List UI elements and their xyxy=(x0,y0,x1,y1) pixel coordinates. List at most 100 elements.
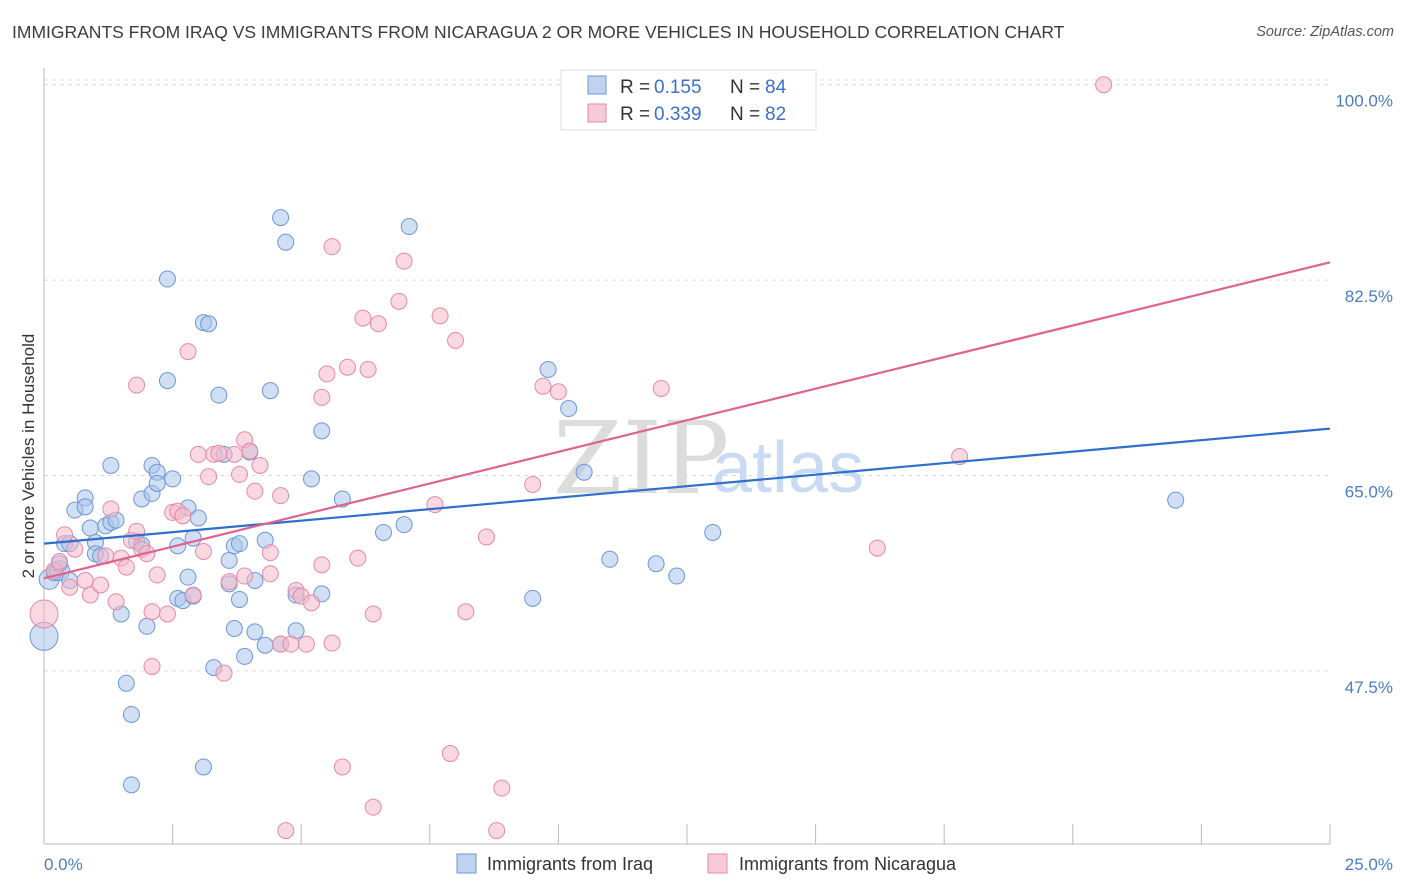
point-nicaragua-62 xyxy=(364,605,382,623)
point-nicaragua-29 xyxy=(194,542,212,560)
point-iraq-77 xyxy=(601,550,619,568)
point-nicaragua-34 xyxy=(220,573,238,591)
legend-swatch-nicaragua xyxy=(587,103,607,123)
point-iraq-46 xyxy=(210,386,228,404)
point-nicaragua-71 xyxy=(457,603,475,621)
point-nicaragua-36 xyxy=(230,465,248,483)
point-nicaragua-78 xyxy=(652,379,670,397)
point-iraq-66 xyxy=(302,470,320,488)
legend-r-label-nicaragua: R = xyxy=(620,104,650,125)
point-nicaragua-22 xyxy=(158,605,176,623)
point-iraq-81 xyxy=(1167,491,1185,509)
bottom-legend-swatch-iraq xyxy=(456,853,477,874)
point-iraq-74 xyxy=(539,360,557,378)
point-nicaragua-30 xyxy=(200,468,218,486)
point-iraq-73 xyxy=(524,589,542,607)
x-tick-label-1: 25.0% xyxy=(1345,855,1393,874)
point-iraq-32 xyxy=(158,270,176,288)
point-iraq-20 xyxy=(117,674,135,692)
point-iraq-60 xyxy=(261,382,279,400)
point-nicaragua-70 xyxy=(447,331,465,349)
point-iraq-79 xyxy=(668,567,686,585)
y-tick-label-3: 100.0% xyxy=(1335,92,1393,111)
point-iraq-54 xyxy=(236,647,254,665)
point-iraq-78 xyxy=(647,555,665,573)
bottom-legend-swatch-nicaragua xyxy=(707,853,728,874)
point-nicaragua-41 xyxy=(251,456,269,474)
y-tick-label-0: 47.5% xyxy=(1345,678,1393,697)
y-tick-labels: 47.5% 65.0% 82.5% 100.0% xyxy=(1335,92,1393,697)
point-nicaragua-55 xyxy=(323,634,341,652)
point-nicaragua-60 xyxy=(354,309,372,327)
point-iraq-26 xyxy=(138,617,156,635)
point-iraq-38 xyxy=(179,568,197,586)
trend-line-nicaragua xyxy=(43,261,1331,580)
point-nicaragua-25 xyxy=(174,507,192,525)
legend-r-value-iraq: 0.155 xyxy=(654,77,702,98)
point-iraq-52 xyxy=(230,535,248,553)
watermark-zip: ZIP xyxy=(553,400,729,517)
point-nicaragua-76 xyxy=(534,377,552,395)
series-legend: Immigrants from Iraq Immigrants from Nic… xyxy=(456,853,957,874)
point-iraq-80 xyxy=(704,523,722,541)
point-iraq-17 xyxy=(102,456,120,474)
point-iraq-21 xyxy=(122,705,140,723)
point-nicaragua-75 xyxy=(524,475,542,493)
y-axis-label: 2 or more Vehicles in Household xyxy=(19,334,38,579)
point-nicaragua-73 xyxy=(488,822,506,840)
point-nicaragua-72 xyxy=(477,528,495,546)
point-nicaragua-58 xyxy=(338,358,356,376)
point-nicaragua-13 xyxy=(117,558,135,576)
bottom-legend-label-iraq: Immigrants from Iraq xyxy=(487,854,653,874)
legend-n-value-nicaragua: 82 xyxy=(765,104,786,125)
point-iraq-76 xyxy=(575,463,593,481)
y-tick-label-1: 65.0% xyxy=(1345,483,1393,502)
point-iraq-41 xyxy=(189,509,207,527)
point-nicaragua-21 xyxy=(148,566,166,584)
x-tick-labels: 0.0% 25.0% xyxy=(44,855,1393,874)
point-nicaragua-6 xyxy=(76,571,94,589)
point-nicaragua-42 xyxy=(261,544,279,562)
point-nicaragua-53 xyxy=(313,388,331,406)
point-iraq-53 xyxy=(230,590,248,608)
point-iraq-33 xyxy=(164,470,182,488)
point-iraq-31 xyxy=(158,372,176,390)
watermark-atlas: atlas xyxy=(712,428,864,508)
point-nicaragua-69 xyxy=(441,745,459,763)
point-nicaragua-16 xyxy=(128,376,146,394)
point-nicaragua-37 xyxy=(236,567,254,585)
point-nicaragua-79 xyxy=(868,539,886,557)
point-nicaragua-40 xyxy=(246,482,264,500)
point-nicaragua-33 xyxy=(215,664,233,682)
point-nicaragua-20 xyxy=(143,657,161,675)
point-nicaragua-52 xyxy=(313,556,331,574)
chart-title: IMMIGRANTS FROM IRAQ VS IMMIGRANTS FROM … xyxy=(12,22,1065,42)
point-iraq-67 xyxy=(313,422,331,440)
point-nicaragua-11 xyxy=(107,593,125,611)
point-nicaragua-63 xyxy=(364,798,382,816)
point-iraq-75 xyxy=(560,400,578,418)
point-iraq-70 xyxy=(375,523,393,541)
point-nicaragua-10 xyxy=(102,500,120,518)
legend-n-label-iraq: N = xyxy=(730,77,760,98)
point-nicaragua-54 xyxy=(318,365,336,383)
point-nicaragua-65 xyxy=(390,292,408,310)
point-iraq-71 xyxy=(395,516,413,534)
point-iraq-22 xyxy=(122,776,140,794)
legend-n-value-iraq: 84 xyxy=(765,77,787,98)
point-nicaragua-39 xyxy=(241,442,259,460)
point-iraq-51 xyxy=(225,620,243,638)
point-nicaragua-26 xyxy=(179,343,197,361)
point-nicaragua-47 xyxy=(282,635,300,653)
point-nicaragua-27 xyxy=(184,586,202,604)
point-nicaragua-4 xyxy=(61,578,79,596)
point-iraq-62 xyxy=(272,209,290,227)
point-nicaragua-45 xyxy=(272,487,290,505)
point-iraq-59 xyxy=(256,636,274,654)
bottom-legend-label-nicaragua: Immigrants from Nicaragua xyxy=(739,854,957,874)
chart-source: Source: ZipAtlas.com xyxy=(1256,24,1394,40)
point-nicaragua-81 xyxy=(1095,76,1113,94)
axes xyxy=(43,68,1331,845)
point-iraq-10 xyxy=(76,498,94,516)
